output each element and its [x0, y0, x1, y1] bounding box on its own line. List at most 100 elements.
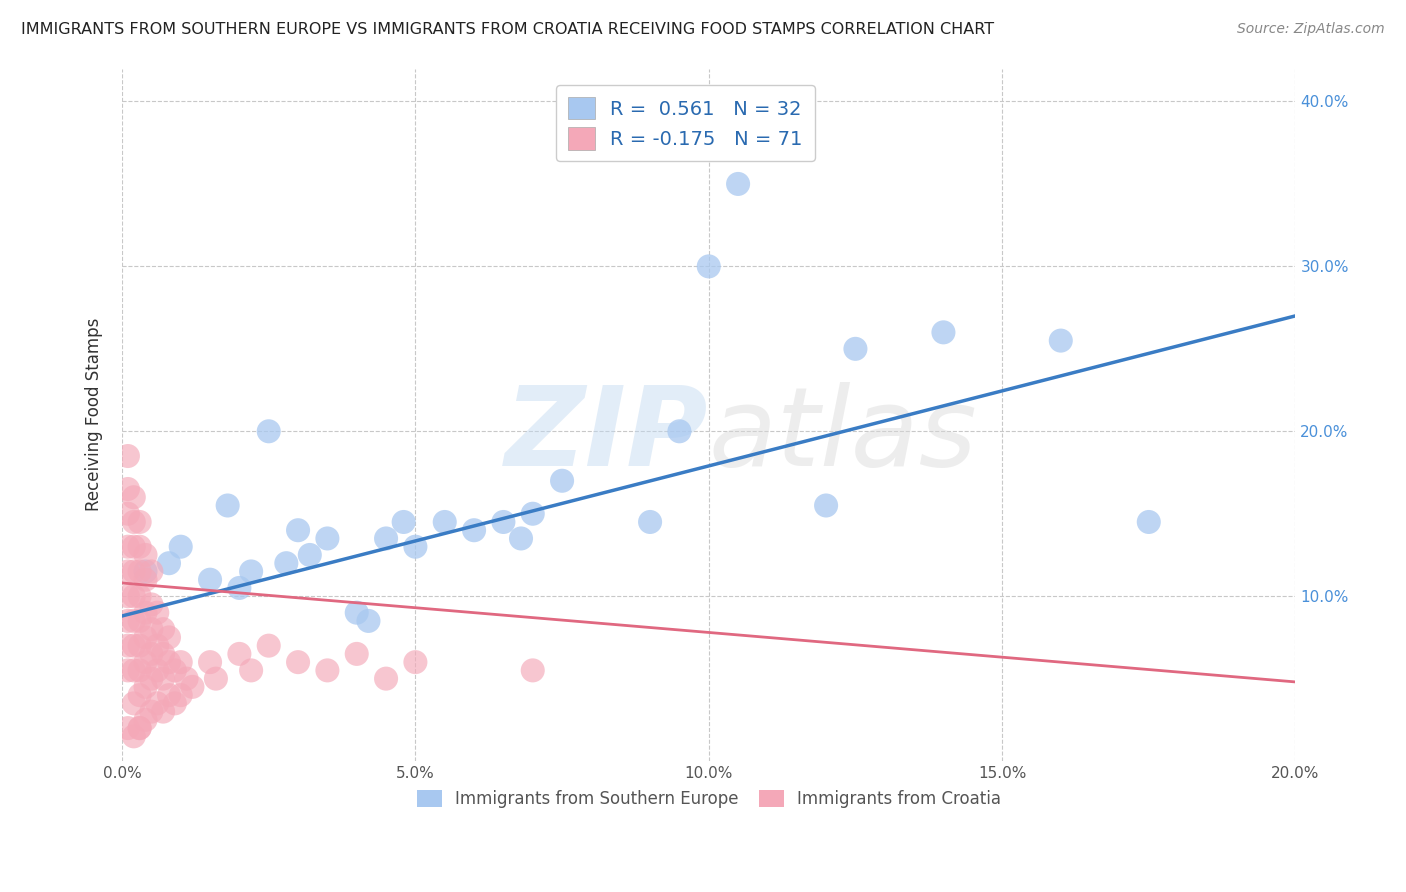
Point [122, 515, 145, 529]
Point [128, 540, 150, 554]
Point [844, 342, 866, 356]
Point [152, 622, 174, 636]
Point [240, 664, 263, 678]
Point [240, 565, 263, 579]
Point [122, 589, 145, 603]
Point [551, 474, 574, 488]
Point [404, 655, 426, 669]
Point [257, 639, 280, 653]
Point [522, 664, 544, 678]
Point [205, 672, 228, 686]
Point [128, 589, 150, 603]
Point [134, 548, 156, 562]
Point [146, 664, 169, 678]
Point [122, 729, 145, 743]
Point [170, 540, 193, 554]
Point [117, 482, 139, 496]
Point [117, 540, 139, 554]
Point [170, 655, 193, 669]
Point [316, 664, 339, 678]
Point [128, 688, 150, 702]
Text: atlas: atlas [709, 382, 977, 489]
Point [163, 697, 186, 711]
Point [1049, 334, 1071, 348]
Point [134, 631, 156, 645]
Point [198, 573, 221, 587]
Point [128, 721, 150, 735]
Point [122, 639, 145, 653]
Point [316, 532, 339, 546]
Point [122, 540, 145, 554]
Y-axis label: Receiving Food Stamps: Receiving Food Stamps [86, 318, 103, 511]
Point [134, 713, 156, 727]
Point [375, 532, 398, 546]
Point [141, 622, 163, 636]
Point [128, 614, 150, 628]
Point [117, 721, 139, 735]
Point [157, 631, 180, 645]
Point [287, 655, 309, 669]
Point [128, 565, 150, 579]
Point [157, 655, 180, 669]
Point [276, 556, 298, 570]
Point [228, 581, 250, 595]
Point [346, 647, 368, 661]
Point [163, 664, 186, 678]
Point [141, 647, 163, 661]
Text: IMMIGRANTS FROM SOUTHERN EUROPE VS IMMIGRANTS FROM CROATIA RECEIVING FOOD STAMPS: IMMIGRANTS FROM SOUTHERN EUROPE VS IMMIG… [21, 22, 994, 37]
Point [117, 565, 139, 579]
Point [117, 589, 139, 603]
Point [1137, 515, 1160, 529]
Point [510, 532, 533, 546]
Point [152, 672, 174, 686]
Point [134, 573, 156, 587]
Point [287, 523, 309, 537]
Point [134, 565, 156, 579]
Point [122, 490, 145, 504]
Point [357, 614, 380, 628]
Point [134, 655, 156, 669]
Point [727, 177, 749, 191]
Point [146, 606, 169, 620]
Point [117, 639, 139, 653]
Point [146, 639, 169, 653]
Point [157, 556, 180, 570]
Point [815, 499, 838, 513]
Point [152, 705, 174, 719]
Point [346, 606, 368, 620]
Point [463, 523, 485, 537]
Point [638, 515, 661, 529]
Point [375, 672, 398, 686]
Point [117, 614, 139, 628]
Point [152, 647, 174, 661]
Point [176, 672, 198, 686]
Text: Source: ZipAtlas.com: Source: ZipAtlas.com [1237, 22, 1385, 37]
Point [492, 515, 515, 529]
Point [117, 449, 139, 463]
Point [668, 425, 690, 439]
Point [122, 614, 145, 628]
Point [697, 260, 720, 274]
Point [122, 664, 145, 678]
Point [128, 515, 150, 529]
Point [117, 507, 139, 521]
Point [134, 606, 156, 620]
Point [146, 697, 169, 711]
Point [157, 688, 180, 702]
Point [298, 548, 321, 562]
Point [228, 647, 250, 661]
Text: ZIP: ZIP [505, 382, 709, 489]
Point [141, 565, 163, 579]
Point [392, 515, 415, 529]
Point [932, 326, 955, 340]
Point [122, 565, 145, 579]
Point [117, 664, 139, 678]
Point [141, 598, 163, 612]
Point [181, 680, 204, 694]
Point [141, 672, 163, 686]
Point [404, 540, 426, 554]
Legend: Immigrants from Southern Europe, Immigrants from Croatia: Immigrants from Southern Europe, Immigra… [411, 783, 1008, 815]
Point [128, 721, 150, 735]
Point [198, 655, 221, 669]
Point [217, 499, 239, 513]
